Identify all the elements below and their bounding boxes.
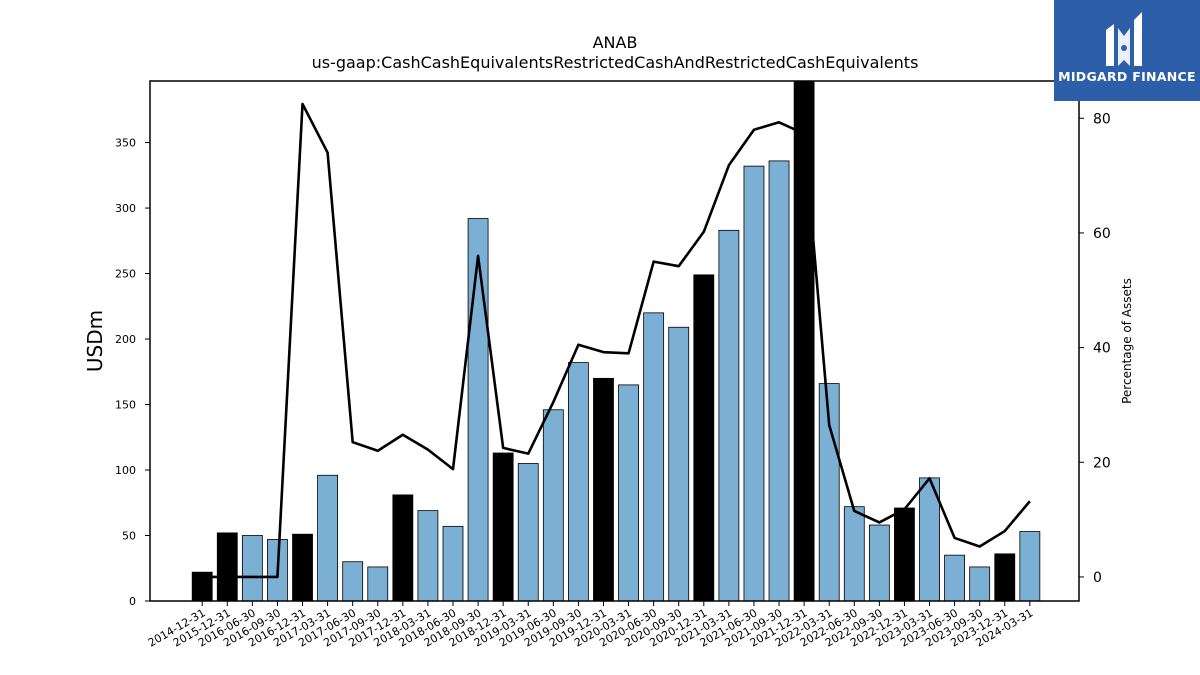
bar-2017-03-31 xyxy=(317,474,339,602)
bar-2017-12-31 xyxy=(392,494,414,602)
bar-2020-09-30 xyxy=(668,326,690,602)
y-tick-label: 150 xyxy=(115,399,136,412)
bar-2020-06-30 xyxy=(643,312,665,602)
y2-tick-label: 0 xyxy=(1093,570,1102,586)
bar-2016-12-31 xyxy=(292,533,313,602)
bar-2018-12-31 xyxy=(492,452,514,602)
chart-title: ANAB xyxy=(593,33,638,52)
y-tick-label: 0 xyxy=(129,595,136,608)
bar-2022-09-30 xyxy=(868,524,890,602)
bar-2020-12-31 xyxy=(693,274,715,602)
y-tick-label: 100 xyxy=(115,464,136,477)
percentage-line xyxy=(202,102,1031,579)
bar-2015-12-31 xyxy=(216,532,238,602)
y-tick-label: 350 xyxy=(115,137,136,150)
y2-tick-label: 80 xyxy=(1093,111,1111,127)
bar-2022-06-30 xyxy=(843,506,865,602)
bar-2017-06-30 xyxy=(342,561,364,602)
bar-2021-12-31 xyxy=(793,80,815,602)
axes-group: 0501001502002503003500204060802014-12-31… xyxy=(115,111,1111,649)
bar-2017-09-30 xyxy=(367,566,389,602)
y-axis-label: USDm xyxy=(83,310,107,372)
y-tick-label: 300 xyxy=(115,202,136,215)
y2-tick-label: 20 xyxy=(1093,455,1111,471)
brand-name: MIDGARD FINANCE xyxy=(1058,69,1196,84)
bar-2024-03-31 xyxy=(1019,531,1041,602)
y-tick-label: 50 xyxy=(122,530,136,543)
bar-2018-09-30 xyxy=(467,218,489,602)
bar-2019-12-31 xyxy=(593,377,614,602)
bar-2021-06-30 xyxy=(743,165,765,602)
bar-2019-06-30 xyxy=(542,409,564,602)
bar-2020-03-31 xyxy=(618,384,639,602)
bar-2022-12-31 xyxy=(894,507,915,602)
bar-2021-09-30 xyxy=(768,160,790,602)
y-tick-label: 250 xyxy=(115,268,136,281)
brand-logo: MIDGARD FINANCE xyxy=(1054,0,1200,101)
bar-2018-03-31 xyxy=(417,510,439,602)
line-group xyxy=(202,102,1031,579)
plot-frame xyxy=(149,80,1080,602)
bar-2018-06-30 xyxy=(442,525,464,602)
bar-2016-06-30 xyxy=(241,535,263,602)
bars-group xyxy=(191,80,1041,602)
bar-2023-06-30 xyxy=(944,554,965,602)
bar-2019-09-30 xyxy=(568,362,589,602)
bar-2023-09-30 xyxy=(969,566,991,602)
y2-tick-label: 40 xyxy=(1093,341,1111,357)
y2-axis-label: Percentage of Assets xyxy=(1120,278,1134,404)
y-tick-label: 200 xyxy=(115,333,136,346)
bar-2021-03-31 xyxy=(718,229,740,602)
bar-2023-12-31 xyxy=(994,553,1016,602)
y2-tick-label: 60 xyxy=(1093,226,1111,242)
midgard-logo-icon xyxy=(1106,12,1142,66)
bar-2019-03-31 xyxy=(517,463,539,602)
chart-subtitle: us-gaap:CashCashEquivalentsRestrictedCas… xyxy=(312,53,919,72)
